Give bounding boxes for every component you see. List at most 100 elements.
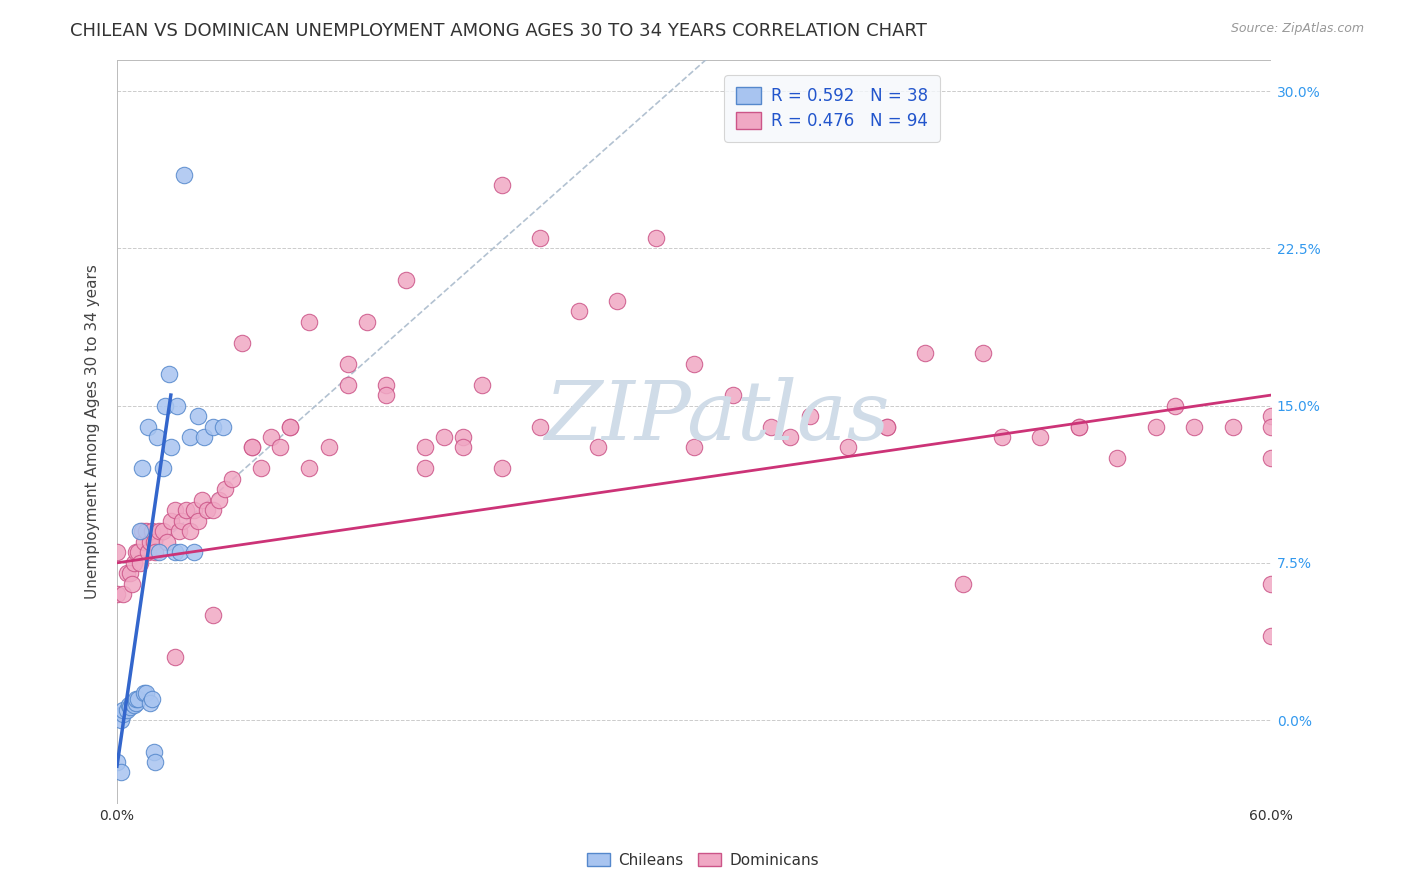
Point xyxy=(1144,419,1167,434)
Point xyxy=(124,698,146,713)
Point xyxy=(145,545,167,559)
Point xyxy=(132,534,155,549)
Point xyxy=(187,514,209,528)
Point xyxy=(250,461,273,475)
Point xyxy=(124,556,146,570)
Point xyxy=(529,419,551,434)
Point xyxy=(142,744,165,758)
Point xyxy=(157,367,180,381)
Point xyxy=(433,430,456,444)
Point xyxy=(491,461,513,475)
Point xyxy=(208,492,231,507)
Point xyxy=(163,545,186,559)
Legend: Chileans, Dominicans: Chileans, Dominicans xyxy=(579,845,827,875)
Point xyxy=(111,702,134,716)
Point xyxy=(135,686,157,700)
Point xyxy=(153,399,176,413)
Point xyxy=(127,692,149,706)
Point xyxy=(876,419,898,434)
Point xyxy=(413,441,436,455)
Point xyxy=(1182,419,1205,434)
Point xyxy=(183,503,205,517)
Point xyxy=(129,524,152,539)
Point xyxy=(173,168,195,182)
Point xyxy=(278,419,301,434)
Point xyxy=(132,686,155,700)
Point xyxy=(179,430,201,444)
Point xyxy=(115,702,138,716)
Point xyxy=(799,409,821,423)
Point xyxy=(190,492,212,507)
Point xyxy=(413,461,436,475)
Point xyxy=(1260,409,1282,423)
Point xyxy=(127,545,149,559)
Point xyxy=(683,357,706,371)
Point xyxy=(1260,576,1282,591)
Point xyxy=(169,545,191,559)
Point xyxy=(1260,450,1282,465)
Point xyxy=(202,419,225,434)
Point xyxy=(111,706,134,721)
Point xyxy=(214,483,236,497)
Point xyxy=(375,388,398,402)
Point xyxy=(1067,419,1090,434)
Point xyxy=(278,419,301,434)
Point xyxy=(779,430,801,444)
Point xyxy=(1222,419,1244,434)
Point xyxy=(202,503,225,517)
Point xyxy=(491,178,513,193)
Point xyxy=(298,461,321,475)
Point xyxy=(160,514,183,528)
Point xyxy=(644,231,666,245)
Point xyxy=(135,524,157,539)
Point xyxy=(120,566,142,581)
Point xyxy=(356,315,378,329)
Point xyxy=(120,700,142,714)
Point xyxy=(148,545,170,559)
Point xyxy=(202,608,225,623)
Point xyxy=(172,514,194,528)
Point xyxy=(141,524,163,539)
Point xyxy=(568,304,591,318)
Text: ZIPatlas: ZIPatlas xyxy=(544,377,890,457)
Point xyxy=(298,315,321,329)
Point xyxy=(197,503,219,517)
Text: Source: ZipAtlas.com: Source: ZipAtlas.com xyxy=(1230,22,1364,36)
Point xyxy=(160,441,183,455)
Point xyxy=(193,430,215,444)
Point xyxy=(269,441,291,455)
Point xyxy=(136,419,159,434)
Point xyxy=(231,335,253,350)
Point xyxy=(129,556,152,570)
Point xyxy=(105,755,128,769)
Point xyxy=(221,472,243,486)
Point xyxy=(759,419,782,434)
Point xyxy=(991,430,1014,444)
Point xyxy=(111,587,134,601)
Point xyxy=(125,545,148,559)
Point xyxy=(125,696,148,710)
Point xyxy=(394,273,416,287)
Point xyxy=(156,534,179,549)
Point xyxy=(451,441,474,455)
Point xyxy=(471,377,494,392)
Point xyxy=(138,534,160,549)
Text: CHILEAN VS DOMINICAN UNEMPLOYMENT AMONG AGES 30 TO 34 YEARS CORRELATION CHART: CHILEAN VS DOMINICAN UNEMPLOYMENT AMONG … xyxy=(70,22,927,40)
Point xyxy=(721,388,744,402)
Point xyxy=(105,545,128,559)
Point xyxy=(121,576,143,591)
Point xyxy=(1260,419,1282,434)
Point xyxy=(166,399,188,413)
Point xyxy=(125,692,148,706)
Point xyxy=(451,430,474,444)
Point xyxy=(260,430,283,444)
Point xyxy=(145,755,167,769)
Legend: R = 0.592   N = 38, R = 0.476   N = 94: R = 0.592 N = 38, R = 0.476 N = 94 xyxy=(724,76,939,142)
Point xyxy=(586,441,609,455)
Point xyxy=(146,430,169,444)
Point xyxy=(138,696,160,710)
Point xyxy=(187,409,209,423)
Point xyxy=(1107,450,1129,465)
Point xyxy=(1029,430,1052,444)
Point xyxy=(152,524,174,539)
